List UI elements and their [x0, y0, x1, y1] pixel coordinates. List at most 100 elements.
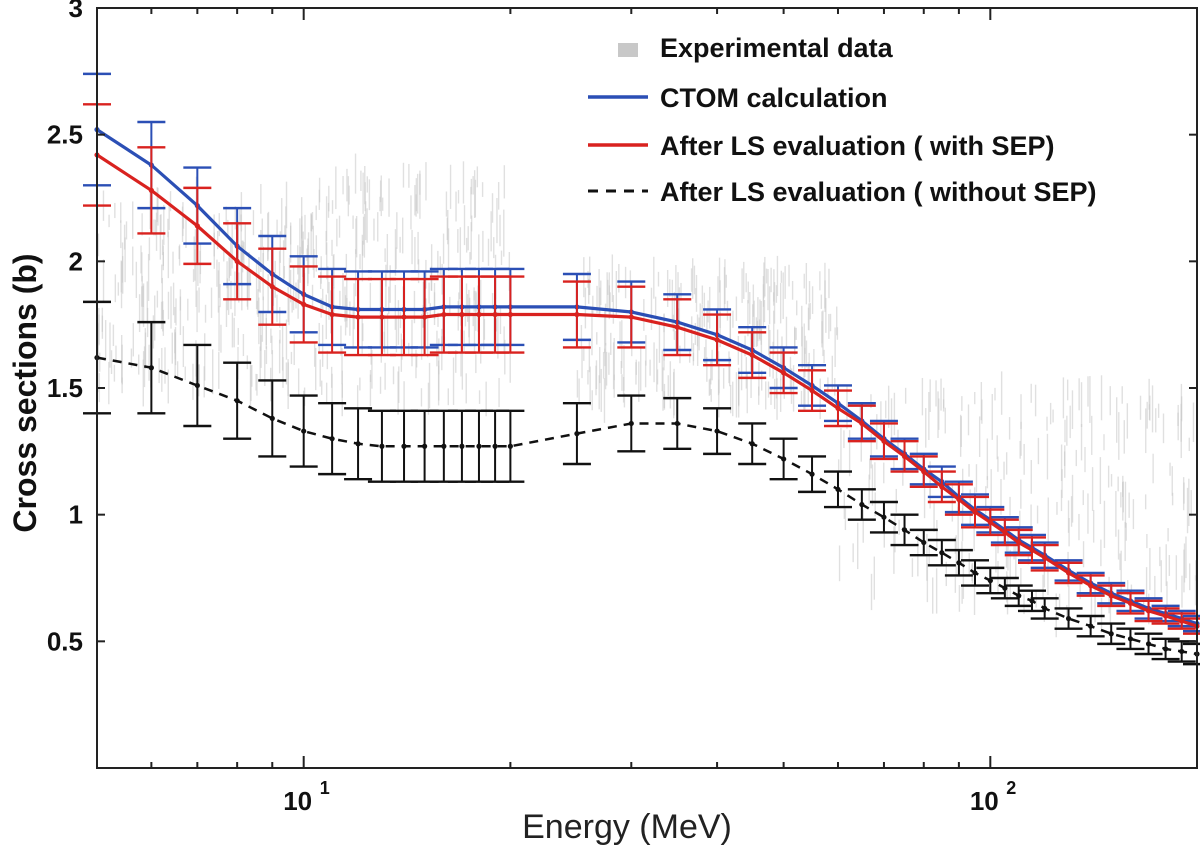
data-point: [1162, 646, 1169, 652]
data-point: [1002, 529, 1008, 536]
data-point: [194, 223, 200, 229]
data-point: [1127, 636, 1134, 642]
data-point: [714, 428, 720, 434]
data-point: [269, 415, 275, 421]
series-1: [83, 103, 1200, 635]
plot-frame: [96, 7, 1198, 769]
y-tick-label: 1: [69, 500, 83, 530]
data-point: [921, 469, 927, 475]
data-point: [476, 311, 482, 318]
data-point: [148, 365, 154, 371]
data-point: [355, 314, 361, 320]
data-point: [956, 560, 962, 566]
series-line: [96, 153, 1198, 628]
data-point: [492, 311, 498, 318]
series-2: [83, 300, 1200, 666]
data-point: [401, 443, 407, 449]
data-point: [628, 420, 634, 427]
data-point: [749, 441, 755, 447]
x-tick-exponent: 2: [1006, 778, 1016, 798]
data-point: [194, 382, 200, 389]
data-point: [329, 311, 335, 318]
data-point: [1088, 583, 1094, 589]
data-point: [1127, 600, 1134, 606]
data-point: [1088, 623, 1094, 629]
data-point: [881, 514, 887, 520]
data-point: [674, 420, 680, 427]
data-point: [972, 509, 978, 515]
series-line: [96, 356, 1198, 656]
data-point: [574, 431, 580, 437]
data-point: [901, 453, 908, 459]
data-point: [476, 443, 482, 449]
legend-label-experimental: Experimental data: [660, 33, 894, 63]
data-point: [987, 519, 993, 525]
data-point: [1179, 618, 1185, 624]
data-point: [749, 352, 755, 358]
data-point: [269, 284, 275, 290]
data-point: [987, 577, 993, 584]
data-point: [301, 301, 307, 307]
x-tick-label: 10: [970, 786, 999, 816]
y-tick-label: 1.5: [47, 373, 83, 403]
data-point: [835, 486, 841, 492]
data-point: [507, 443, 513, 449]
legend-label-ctom: CTOM calculation: [660, 83, 888, 113]
data-point: [1029, 598, 1035, 604]
x-tick-label: 10: [283, 786, 312, 816]
data-point: [401, 314, 407, 320]
series-layer: [83, 72, 1200, 666]
data-point: [628, 314, 634, 320]
x-tick-exponent: 1: [320, 778, 330, 798]
data-point: [574, 311, 580, 318]
data-point: [781, 370, 787, 376]
data-point: [939, 484, 945, 490]
data-point: [379, 314, 385, 320]
data-point: [1108, 631, 1114, 637]
data-point: [835, 405, 841, 411]
data-point: [1145, 608, 1152, 614]
data-point: [1065, 570, 1072, 576]
data-point: [809, 471, 815, 477]
data-point: [1145, 641, 1152, 647]
data-point: [1016, 539, 1022, 546]
data-point: [507, 311, 513, 318]
data-point: [1029, 547, 1035, 553]
data-point: [714, 337, 720, 343]
data-point: [1016, 593, 1022, 599]
legend-entry-with-sep: After LS evaluation ( with SEP): [588, 131, 1055, 161]
data-point: [459, 311, 465, 318]
data-point: [1042, 605, 1048, 612]
data-point: [901, 527, 908, 533]
data-point: [1002, 585, 1008, 591]
legend-entry-without-sep: After LS evaluation ( without SEP): [588, 177, 1097, 207]
legend: Experimental data CTOM calculation After…: [588, 33, 1097, 207]
data-point: [1042, 555, 1048, 561]
legend-entry-experimental: Experimental data: [618, 33, 894, 63]
data-point: [492, 443, 498, 449]
data-point: [1162, 613, 1169, 619]
data-point: [459, 443, 465, 449]
legend-swatch-experimental: [618, 43, 638, 57]
data-point: [441, 311, 447, 318]
y-axis-title: Cross sections (b): [7, 253, 43, 532]
legend-label-with-sep: After LS evaluation ( with SEP): [660, 131, 1055, 161]
series-line: [96, 128, 1198, 626]
data-point: [939, 550, 945, 556]
data-point: [379, 443, 385, 449]
data-point: [421, 443, 428, 449]
data-point: [859, 420, 865, 427]
y-tick-label: 2.5: [47, 120, 83, 150]
legend-label-without-sep: After LS evaluation ( without SEP): [660, 177, 1097, 207]
data-point: [421, 314, 428, 320]
data-point: [148, 187, 154, 193]
data-point: [1108, 593, 1114, 599]
experimental-data-cloud: [97, 153, 1197, 638]
y-tick-label: 2: [69, 246, 83, 276]
legend-entry-ctom: CTOM calculation: [588, 83, 888, 113]
data-point: [355, 441, 361, 447]
data-point: [1179, 648, 1185, 655]
data-point: [781, 456, 787, 462]
data-point: [1065, 615, 1072, 622]
